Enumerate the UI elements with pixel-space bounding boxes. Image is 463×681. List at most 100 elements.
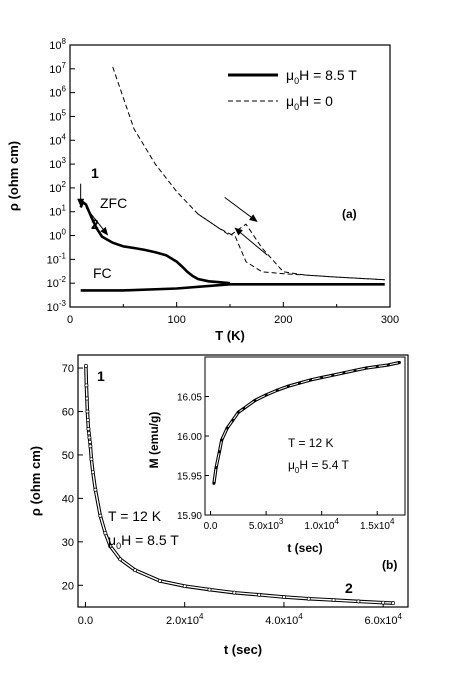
- panel-a-label: (a): [342, 207, 357, 221]
- inset-data-point: [264, 393, 268, 397]
- arrow-cooling: [235, 227, 268, 256]
- panel-b-y-tick-label: 40: [62, 493, 74, 505]
- inset-y-label: M (emu/g): [147, 412, 161, 469]
- inset-data-point: [320, 376, 324, 380]
- inset-data-point: [231, 418, 235, 422]
- panel-a-y-tick-label: 104: [49, 132, 66, 147]
- panel-b-y-tick-label: 70: [62, 363, 74, 375]
- inset-x-tick-label: 0.0: [204, 521, 218, 532]
- panel-a-x-tick-label: 0: [67, 314, 73, 326]
- panel-b-data-point: [86, 431, 91, 436]
- panel-a-x-tick-label: 100: [167, 314, 185, 326]
- inset-data-point: [242, 406, 246, 410]
- annotation-point-1: 1: [91, 165, 99, 181]
- inset-x-tick-label: 5.0x103: [249, 517, 284, 532]
- panel-a-chart: 0 100 200 300 10-310-210-110010110210310410…: [6, 37, 399, 343]
- panel-b-data-point: [306, 596, 311, 601]
- inset-data-point: [286, 384, 290, 388]
- inset-y-tick-label: 16.00: [177, 432, 202, 443]
- arrow-1-to-2-head: [77, 198, 85, 207]
- inset-data-point: [297, 381, 301, 385]
- panel-b-data-point: [118, 557, 123, 562]
- panel-a-y-tick-label: 10-1: [47, 251, 67, 266]
- series-line-solid-thick-fc: [80, 282, 385, 292]
- panel-b-data-point: [84, 383, 89, 388]
- panel-b-y-ticks: 20 30 40 50 60 70: [62, 363, 83, 592]
- panel-a-y-tick-label: 105: [49, 108, 66, 123]
- inset-data-point: [225, 426, 229, 430]
- inset-data-point: [397, 361, 401, 365]
- annotation-b-point-2: 2: [345, 580, 353, 596]
- inset-series: [212, 360, 401, 485]
- panel-b-data-point: [85, 418, 90, 423]
- inset-y-tick-label: 15.95: [177, 472, 202, 483]
- inset-data-point: [331, 373, 335, 377]
- series-line-dashed-cooling: [197, 213, 385, 281]
- annotation-point-2: 2: [91, 216, 99, 232]
- panel-b-x-ticks: 0.0 2.0x104 4.0x104 6.0x104: [78, 602, 402, 627]
- inset-data-point: [253, 398, 257, 402]
- inset-x-ticks: 0.0 5.0x103 1.0x104 1.5x104: [204, 511, 395, 532]
- panel-b-data-point: [98, 513, 103, 518]
- panel-b-data-point: [133, 568, 138, 573]
- inset-x-tick-label: 1.0x104: [304, 517, 339, 532]
- inset-temperature: T = 12 K: [288, 436, 333, 450]
- panel-b-data-point: [87, 439, 92, 444]
- panel-b-y-tick-label: 20: [62, 580, 74, 592]
- panel-b-data-point: [331, 598, 336, 602]
- panel-a-arrows: [77, 183, 268, 256]
- panel-b-x-tick-label: 2.0x104: [166, 612, 204, 627]
- panel-b-data-point: [381, 600, 386, 605]
- panel-a-y-tick-label: 10-3: [47, 299, 67, 314]
- panel-b-chart: 0.0 2.0x104 4.0x104 6.0x104 20 30 40 50 60 70 t …: [28, 354, 409, 657]
- inset-y-tick-label: 15.90: [177, 511, 202, 522]
- panel-b-data-point: [93, 487, 98, 492]
- annotation-b-point-1: 1: [97, 368, 105, 384]
- annotation-b-field: μ0H = 8.5 T: [108, 532, 179, 551]
- legend-dashed-label: μ0H = 0: [286, 93, 333, 112]
- panel-a-x-tick-label: 300: [381, 314, 399, 326]
- panel-b-data-point: [84, 396, 89, 401]
- panel-b-data-point: [281, 595, 286, 599]
- inset-data-point: [275, 388, 279, 392]
- panel-b-x-tick-label: 4.0x104: [265, 612, 303, 627]
- panel-a-y-tick-label: 102: [49, 180, 66, 195]
- panel-b-data-point: [85, 409, 90, 414]
- panel-b-label: (b): [382, 558, 397, 572]
- arrow-zfc-head: [100, 226, 109, 236]
- panel-b-data-point: [257, 592, 262, 597]
- panel-b-data-point: [356, 599, 361, 604]
- panel-b-y-tick-label: 60: [62, 406, 74, 418]
- panel-b-data-point: [83, 363, 88, 368]
- panel-b-data-point: [88, 444, 93, 449]
- panel-a-x-tick-label: 200: [274, 314, 292, 326]
- inset-data-point: [353, 368, 357, 372]
- panel-b-data-point: [157, 578, 162, 583]
- panel-b-frame: [77, 354, 409, 608]
- panel-b-x-tick-label: 0.0: [78, 615, 93, 627]
- inset-field: μ0H = 5.4 T: [288, 458, 350, 475]
- inset-data-point: [220, 438, 224, 442]
- panel-a-frame: [69, 44, 391, 308]
- panel-b-data-point: [103, 531, 108, 536]
- panel-a-y-label: ρ (ohm cm): [6, 141, 21, 211]
- panel-a-y-tick-label: 108: [49, 37, 66, 52]
- inset-y-ticks: 15.90 15.95 16.00 16.05: [177, 393, 209, 522]
- panel-a-y-tick-label: 103: [49, 156, 66, 171]
- panel-a-x-ticks: 0 100 200 300: [67, 302, 399, 326]
- panel-a-series: [79, 66, 385, 292]
- inset-data-point: [386, 363, 390, 367]
- inset-x-tick-label: 1.5x104: [360, 517, 395, 532]
- inset-x-label: t (sec): [287, 541, 322, 555]
- panel-a-y-tick-label: 101: [49, 204, 66, 219]
- panel-b-data-point: [207, 587, 212, 592]
- inset-data-point: [309, 378, 313, 382]
- panel-b-data-point: [90, 470, 95, 475]
- inset-y-tick-label: 16.05: [177, 393, 202, 404]
- inset-data-point: [364, 366, 368, 370]
- panel-b-x-tick-label: 6.0x104: [364, 612, 402, 627]
- panel-a-y-tick-label: 107: [49, 61, 66, 76]
- annotation-zfc: ZFC: [100, 195, 127, 211]
- panel-b-y-label: ρ (ohm cm): [28, 446, 43, 516]
- panel-b-y-tick-label: 30: [62, 537, 74, 549]
